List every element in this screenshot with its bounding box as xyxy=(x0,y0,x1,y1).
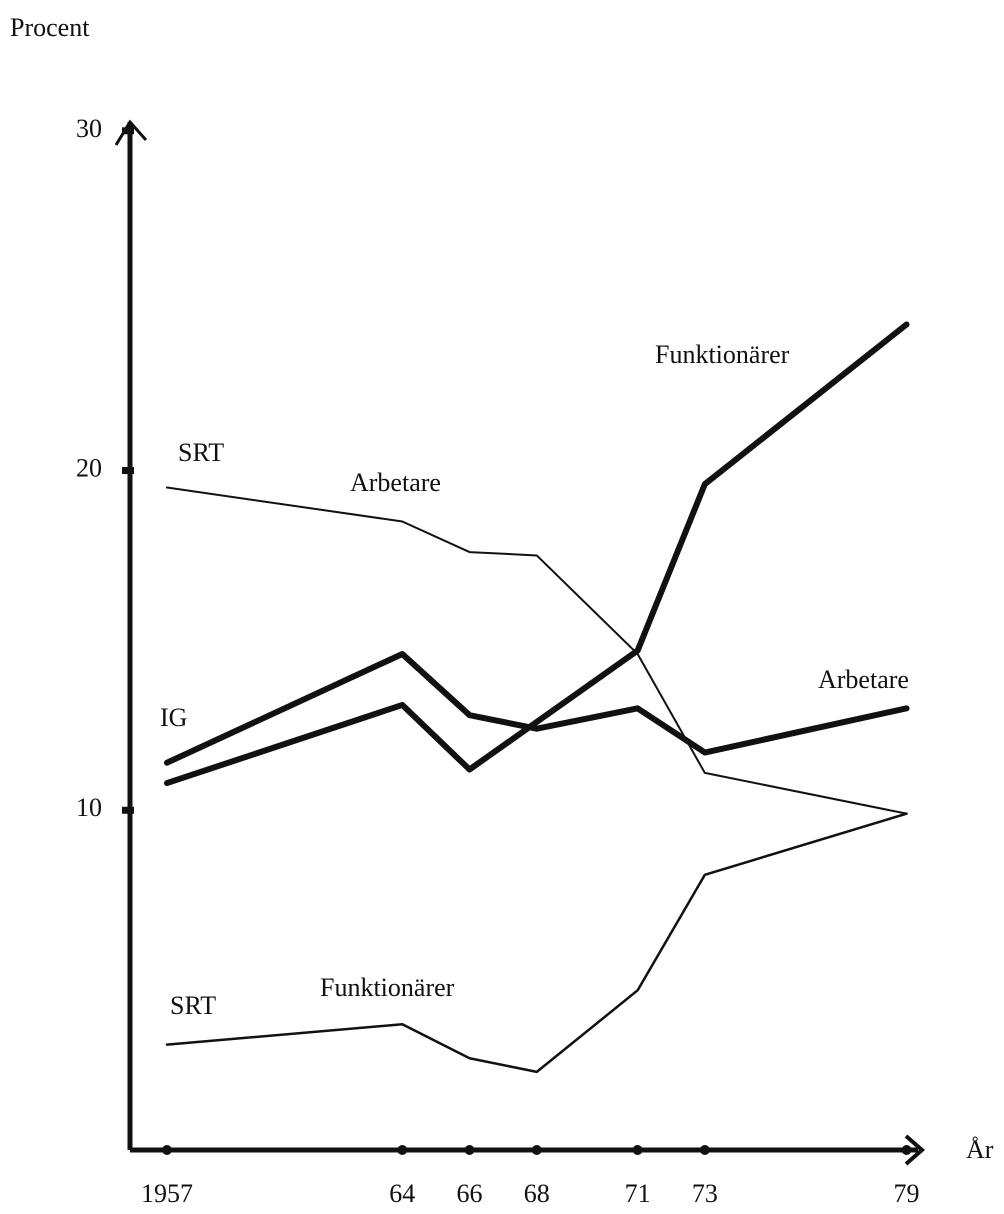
series-line xyxy=(163,650,910,766)
y-tick-label: 20 xyxy=(76,453,102,482)
x-tick-label: 64 xyxy=(389,1179,415,1208)
x-axis-label: År xyxy=(966,1135,994,1164)
x-tick xyxy=(901,1145,912,1155)
x-tick xyxy=(531,1145,542,1155)
y-tick-label: 10 xyxy=(76,793,102,822)
y-axis-label: Procent xyxy=(10,13,90,42)
annotation: SRT xyxy=(170,991,216,1020)
x-tick-label: 68 xyxy=(524,1179,550,1208)
x-axis-arrow xyxy=(904,1134,926,1166)
x-tick-label: 66 xyxy=(457,1179,483,1208)
series-line xyxy=(165,812,908,1074)
series-label: Arbetare xyxy=(818,665,909,694)
x-tick xyxy=(699,1145,710,1155)
x-tick-label: 1957 xyxy=(141,1179,193,1208)
annotation: IG xyxy=(160,703,187,732)
y-tick-label: 30 xyxy=(76,114,102,143)
series-label: Funktionärer xyxy=(320,973,455,1002)
series-line xyxy=(165,486,908,815)
series-label: Funktionärer xyxy=(655,340,790,369)
annotation: SRT xyxy=(178,438,224,467)
series-label: Arbetare xyxy=(350,468,441,497)
x-tick xyxy=(397,1145,408,1155)
x-tick xyxy=(632,1145,643,1155)
series-line xyxy=(163,321,910,787)
x-tick-label: 71 xyxy=(625,1179,651,1208)
x-tick xyxy=(161,1145,172,1155)
x-tick-label: 79 xyxy=(894,1179,920,1208)
y-axis-arrow xyxy=(114,119,148,146)
x-tick-label: 73 xyxy=(692,1179,718,1208)
x-tick xyxy=(464,1145,475,1155)
